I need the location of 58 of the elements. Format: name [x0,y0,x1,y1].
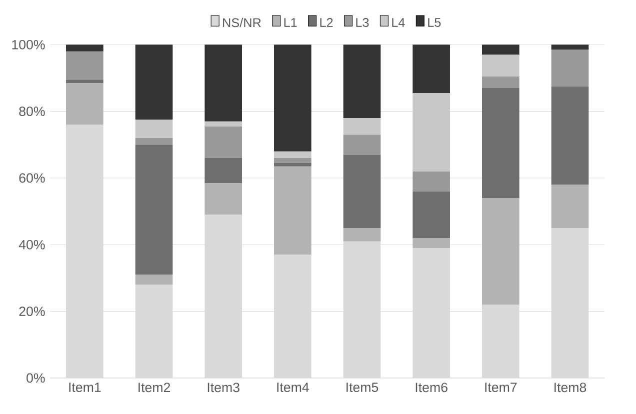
x-tick-label: Item3 [208,382,240,392]
bar [135,44,173,120]
bar [551,44,589,50]
bar [343,228,381,242]
bar [135,144,173,275]
bar [66,51,104,80]
y-tick-label: 40% [18,240,45,250]
bar [204,121,242,126]
bar [135,274,173,285]
x-tick-label: Item7 [485,382,517,392]
bar [204,158,242,183]
legend-label: L5 [428,18,441,27]
x-tick-label: Item4 [277,382,309,392]
bar [343,44,381,118]
bar [551,86,589,185]
bar [482,54,520,76]
legend-label: NS/NR [223,18,261,28]
bar [66,82,104,125]
bar [482,44,520,55]
x-tick-label: Item8 [554,382,586,392]
bar [412,44,450,93]
bar [274,162,312,166]
bar [66,44,104,52]
x-tick-label: Item5 [346,382,378,392]
bar [482,76,520,88]
bar [412,171,450,192]
bar [482,198,520,305]
y-tick-label: 100% [12,40,45,50]
bar [412,92,450,172]
bar [274,151,312,158]
y-tick-label: 0% [26,373,45,383]
y-tick-label: 60% [19,173,45,183]
bar [66,80,104,83]
bar [204,44,242,122]
bar [343,134,381,155]
bar [274,44,312,152]
x-tick-label: Item2 [138,382,170,392]
bar [274,166,312,255]
bar [412,238,450,248]
bar [482,88,520,198]
bar [204,126,242,158]
legend-label: L3 [356,18,369,28]
bar [551,50,589,86]
bar [135,138,173,145]
y-tick-label: 80% [19,106,45,116]
bar [343,118,381,135]
x-tick-label: Item1 [69,382,101,392]
x-tick-label: Item6 [416,382,448,392]
bar [135,120,173,138]
bar [343,154,381,228]
y-tick-label: 20% [19,306,45,316]
bar [412,191,450,238]
bar [551,184,589,228]
legend-label: L2 [320,18,333,27]
bar [274,158,312,163]
legend-label: L1 [284,18,297,27]
bar [204,182,242,215]
legend-label: L4 [392,18,405,27]
